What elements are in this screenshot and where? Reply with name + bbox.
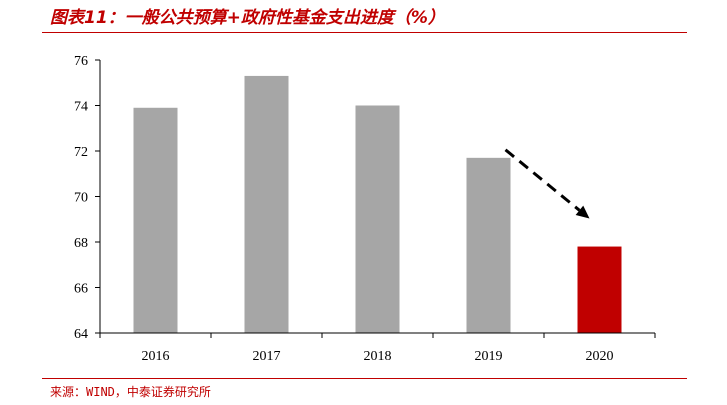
- trend-arrow-line: [504, 148, 581, 212]
- footer-rule: [42, 378, 687, 379]
- y-tick-label: 64: [74, 327, 88, 342]
- y-tick-label: 68: [74, 236, 88, 251]
- x-tick-label: 2017: [253, 349, 281, 364]
- trend-arrow-head: [575, 205, 590, 219]
- bars: [133, 75, 622, 334]
- bar-2017: [244, 75, 289, 334]
- x-tick-label: 2019: [475, 349, 503, 364]
- title-rule: [42, 32, 687, 33]
- trend-annotation: [504, 148, 590, 219]
- chart-canvas: 64 66 68 70 72 74 76 2016 2017 2018 2019 2020: [74, 54, 656, 364]
- bar-2019: [466, 157, 511, 333]
- bar-2020: [577, 246, 622, 333]
- y-tick-label: 74: [74, 100, 88, 115]
- source-note: 来源：WIND，中泰证券研究所: [50, 385, 211, 399]
- x-tick-label: 2020: [586, 349, 614, 364]
- bar-2018: [355, 105, 400, 333]
- y-axis: 64 66 68 70 72 74 76: [74, 54, 101, 342]
- x-tick-label: 2016: [142, 349, 170, 364]
- x-tick-label: 2018: [364, 349, 392, 364]
- x-axis: 2016 2017 2018 2019 2020: [99, 332, 656, 364]
- y-tick-label: 66: [74, 282, 88, 297]
- y-tick-label: 76: [74, 54, 88, 69]
- y-tick-label: 70: [74, 191, 88, 206]
- bar-2016: [133, 107, 178, 334]
- chart-title: 图表11：一般公共预算+政府性基金支出进度（%）: [50, 8, 445, 28]
- y-tick-label: 72: [74, 145, 88, 160]
